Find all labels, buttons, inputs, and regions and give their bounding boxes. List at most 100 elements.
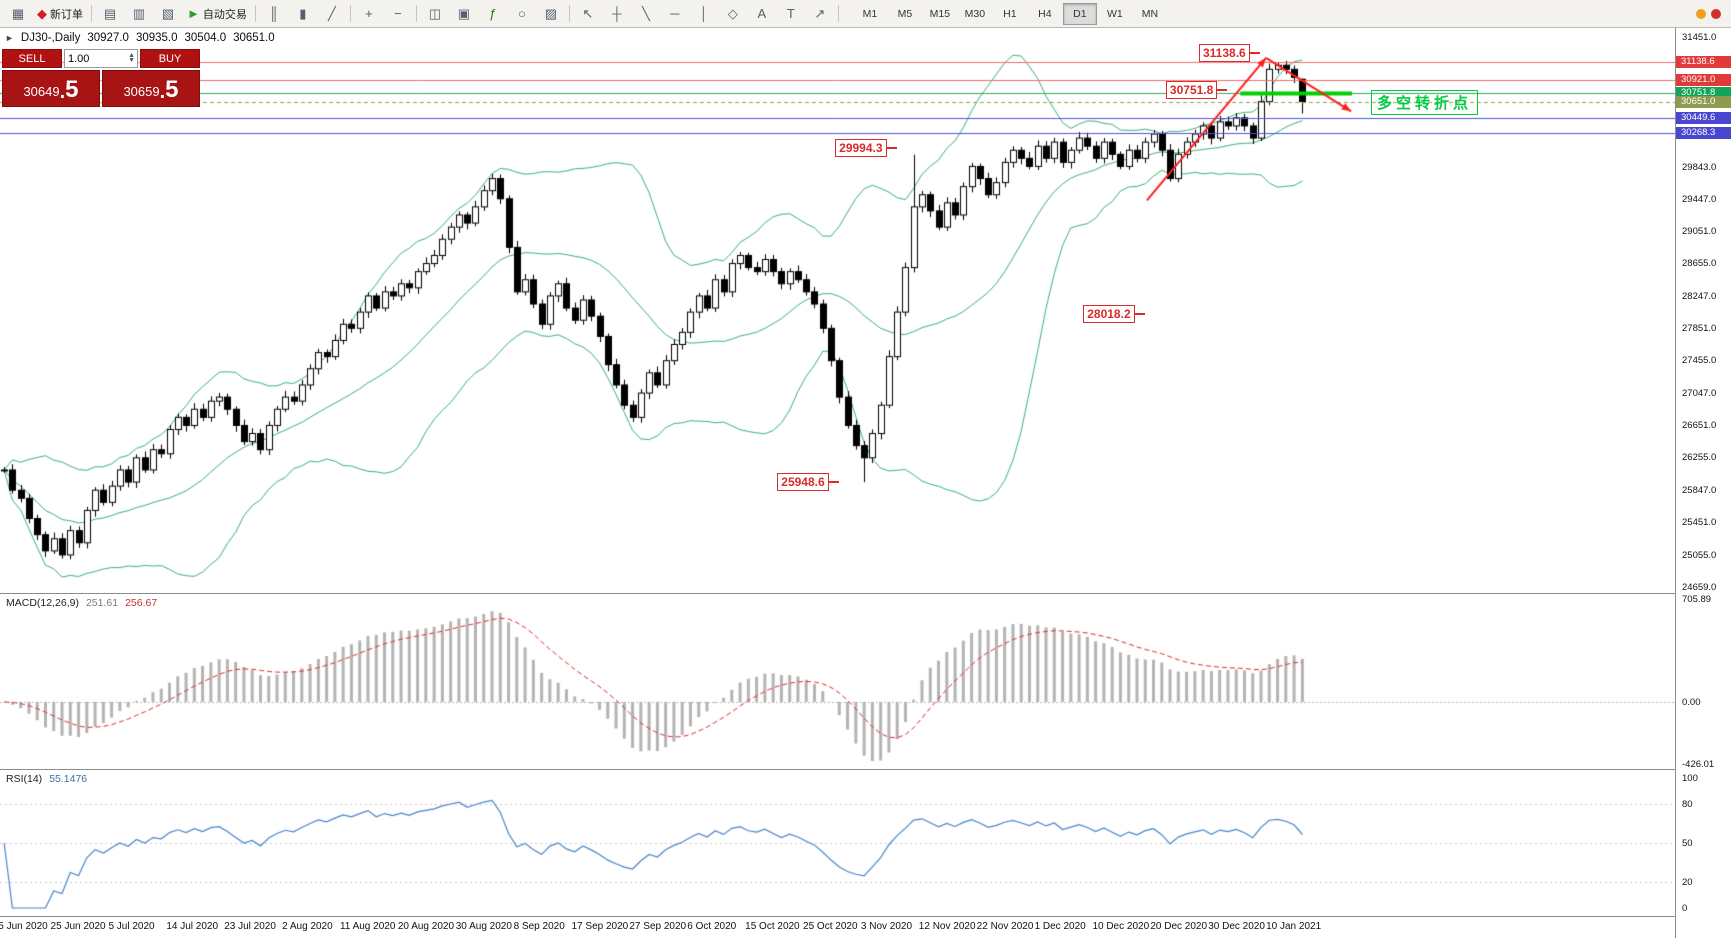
price-annotation[interactable]: 29994.3 — [835, 138, 897, 157]
indicators-icon[interactable]: ƒ — [479, 2, 507, 26]
bar-chart-icon[interactable]: ║ — [260, 2, 288, 26]
buy-button[interactable]: BUY — [140, 49, 200, 68]
toolbar-separator — [254, 5, 256, 22]
price-annotation[interactable]: 30751.8 — [1165, 80, 1228, 99]
templates-icon[interactable]: ▨ — [537, 2, 565, 26]
zoom-out-icon[interactable]: − — [384, 2, 412, 26]
ohlc-low: 30504.0 — [184, 32, 227, 44]
timeframe-bar: M1 M5 M15 M30 H1 H4 D1 W1 MN — [853, 2, 1167, 25]
periods-icon[interactable]: ○ — [508, 2, 536, 26]
turning-point-label[interactable]: 多空转折点 — [1370, 90, 1478, 116]
candlestick-chart-icon: ▮ — [299, 6, 307, 21]
volume-stepper[interactable]: ▲ ▼ — [64, 49, 138, 68]
main-chart-pane[interactable]: ► DJ30-,Daily 30927.0 30935.0 30504.0 30… — [0, 28, 1675, 593]
text-icon[interactable]: A — [748, 2, 776, 26]
text-label-icon[interactable]: T — [777, 2, 805, 26]
ohlc-high: 30935.0 — [135, 32, 178, 44]
annotation-tick — [886, 146, 897, 149]
price-tick-label: 26255.0 — [1682, 452, 1717, 464]
price-tick-label: 31451.0 — [1682, 31, 1717, 43]
auto-trading-icon: ► — [187, 6, 200, 21]
macd-label: MACD(12,26,9) — [6, 597, 79, 609]
chart-menu-icon[interactable]: ► — [5, 33, 14, 43]
price-line-badge: 30449.6 — [1676, 111, 1731, 124]
date-label: 10 Jan 2021 — [1266, 921, 1322, 932]
volume-down-icon[interactable]: ▼ — [128, 56, 135, 64]
candlestick-chart-canvas[interactable] — [0, 28, 1675, 593]
rsi-indicator-pane[interactable]: RSI(14) 55.1476 — [0, 769, 1675, 916]
volume-spinner[interactable]: ▲ ▼ — [126, 52, 137, 64]
cursor-icon[interactable]: ↖ — [574, 2, 602, 26]
toolbar-separator — [568, 5, 570, 22]
price-annotation[interactable]: 28018.2 — [1083, 304, 1145, 323]
vertical-line-icon[interactable]: │ — [690, 2, 718, 26]
text-icon: A — [757, 6, 767, 21]
timeframe-w1-button[interactable]: W1 — [1107, 7, 1123, 20]
horizontal-line-icon[interactable]: ─ — [661, 2, 689, 26]
templates-icon: ▨ — [544, 6, 558, 21]
macd-indicator-pane[interactable]: MACD(12,26,9) 251.61 256.67 — [0, 593, 1675, 769]
navigator-icon[interactable]: ▧ — [154, 2, 182, 26]
date-label: 3 Nov 2020 — [860, 921, 913, 932]
macd-tick-label: -426.01 — [1682, 759, 1715, 770]
cascade-windows-icon[interactable]: ▣ — [450, 2, 478, 26]
trendline-icon: ╲ — [641, 6, 650, 21]
sell-button[interactable]: SELL — [2, 49, 62, 68]
price-annotation[interactable]: 25948.6 — [777, 473, 839, 492]
arrows-icon[interactable]: ↗ — [806, 2, 834, 26]
timeframe-mn-button[interactable]: MN — [1141, 7, 1159, 20]
toolbar-right-icons — [1696, 8, 1727, 19]
tile-windows-icon[interactable]: ◫ — [421, 2, 449, 26]
zoom-in-icon[interactable]: + — [355, 2, 383, 26]
new-order-button[interactable]: ◆ 新订单 — [33, 2, 87, 26]
toolbar-separator — [837, 5, 839, 22]
ask-price-pip: 5 — [165, 76, 179, 103]
chart-column: ► DJ30-,Daily 30927.0 30935.0 30504.0 30… — [0, 28, 1675, 938]
price-tick-label: 27455.0 — [1682, 355, 1717, 367]
date-label: 5 Jul 2020 — [108, 921, 155, 932]
new-order-button-label: 新订单 — [50, 8, 83, 21]
price-tick-label: 29051.0 — [1682, 226, 1717, 238]
volume-input[interactable] — [65, 52, 127, 65]
charts-menu-icon[interactable]: ▦ — [4, 2, 32, 26]
price-tick-label: 28655.0 — [1682, 258, 1717, 270]
connection-status-icon[interactable] — [1711, 8, 1721, 19]
timeframe-m15-button[interactable]: M15 — [929, 7, 951, 20]
line-chart-icon[interactable]: ╱ — [318, 2, 346, 26]
price-line-badge: 30268.3 — [1676, 126, 1731, 139]
ohlc-close: 30651.0 — [233, 32, 275, 44]
candlestick-chart-icon[interactable]: ▮ — [289, 2, 317, 26]
timeframe-h4-button[interactable]: H4 — [1038, 7, 1052, 20]
zoom-in-icon: + — [365, 6, 373, 21]
date-label: 12 Nov 2020 — [918, 921, 976, 932]
buy-price-button[interactable]: 30659. 5 — [102, 70, 200, 107]
bid-price-sep: . — [59, 81, 66, 103]
price-tick-label: 27851.0 — [1682, 323, 1717, 335]
trendline-icon[interactable]: ╲ — [632, 2, 660, 26]
crosshair-icon[interactable]: ┼ — [603, 2, 631, 26]
timeframe-m5-button[interactable]: M5 — [897, 7, 913, 20]
timeframe-d1-button[interactable]: D1 — [1062, 2, 1097, 25]
sell-price-button[interactable]: 30649. 5 — [2, 70, 100, 107]
timeframe-h1-button[interactable]: H1 — [1003, 7, 1017, 20]
timeframe-m1-button[interactable]: M1 — [862, 7, 878, 20]
shapes-icon[interactable]: ◇ — [719, 2, 747, 26]
market-watch-icon: ▤ — [103, 6, 117, 21]
data-window-icon[interactable]: ▥ — [125, 2, 153, 26]
market-watch-icon[interactable]: ▤ — [96, 2, 124, 26]
annotation-tick — [1134, 312, 1145, 315]
date-label: 14 Jul 2020 — [166, 921, 219, 932]
price-alert-icon[interactable] — [1696, 8, 1706, 19]
rsi-tick-label: 0 — [1682, 903, 1688, 914]
annotation-tick — [828, 481, 839, 484]
ask-price-main: 30659 — [123, 84, 160, 99]
price-line-badge: 30921.0 — [1676, 73, 1731, 86]
price-axis[interactable]: 31451.0 29843.0 29447.0 29051.0 28655.0 28247… — [1675, 28, 1731, 938]
date-label: 20 Dec 2020 — [1150, 921, 1208, 932]
auto-trading-button[interactable]: ► 自动交易 — [183, 2, 251, 26]
volume-up-icon[interactable]: ▲ — [128, 52, 135, 60]
chart-window: ► DJ30-,Daily 30927.0 30935.0 30504.0 30… — [0, 28, 1731, 938]
price-annotation[interactable]: 31138.6 — [1199, 44, 1260, 63]
timeframe-m30-button[interactable]: M30 — [964, 7, 986, 20]
